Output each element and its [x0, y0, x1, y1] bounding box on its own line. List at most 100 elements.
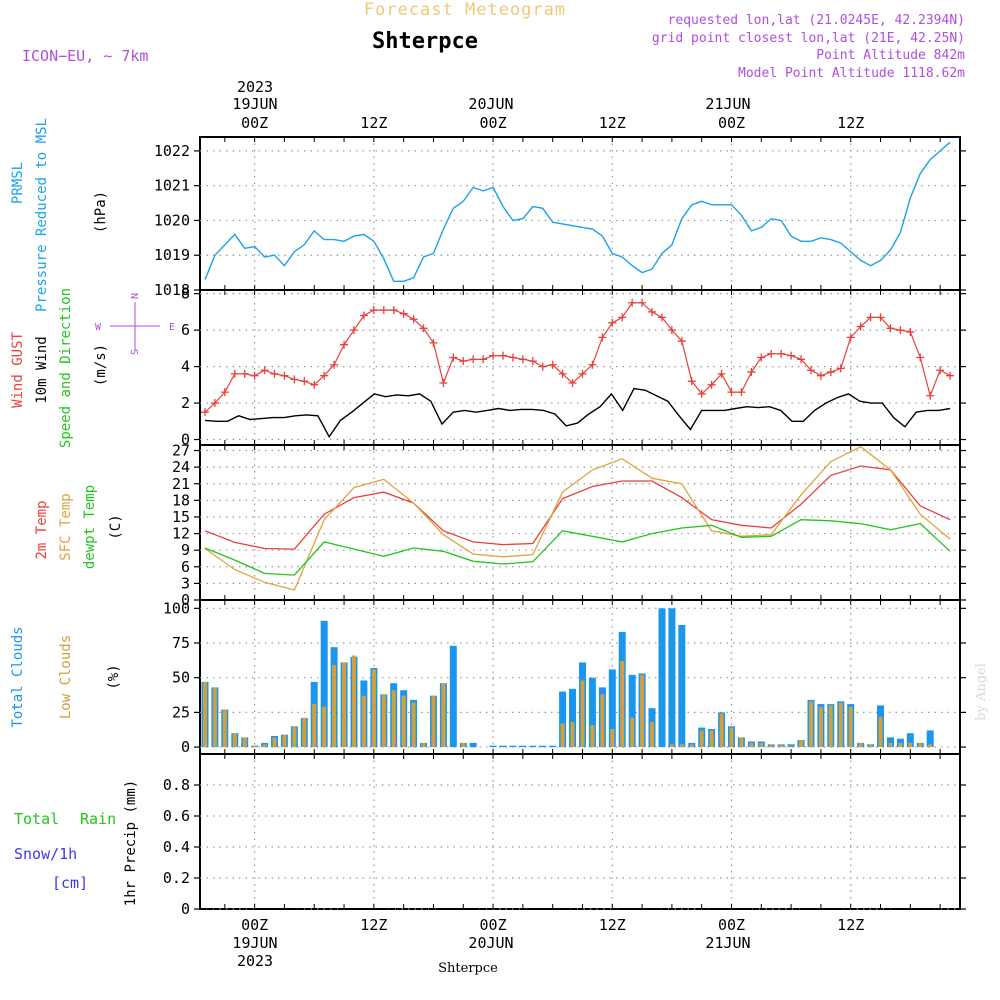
gust-marker: [558, 369, 567, 378]
y-tick-label: 18: [172, 491, 190, 509]
y-tick-label: 4: [181, 358, 190, 376]
total-cloud-bar: [449, 645, 457, 748]
low-cloud-bar: [878, 716, 883, 747]
top-hour-label: 00Z: [241, 114, 268, 132]
low-cloud-bar: [580, 680, 585, 748]
grid-point-coords: grid point closest lon,lat (21E, 42.25N): [652, 31, 965, 46]
total-cloud-bar: [658, 608, 666, 747]
y-tick-label: 1018: [154, 281, 190, 299]
total-cloud-bar: [509, 745, 517, 748]
y-tick-label: 100: [163, 599, 190, 617]
top-hour-ticks: 00Z 12Z 00Z 12Z 00Z 12Z: [241, 114, 864, 132]
y-tick-label: 0: [181, 431, 190, 449]
top-hour-label: 12Z: [837, 114, 864, 132]
gust-marker: [359, 311, 368, 320]
y-tick-label: 3: [181, 574, 190, 592]
low-cloud-bar: [590, 724, 595, 748]
gust-marker: [469, 355, 478, 364]
temp-sfc-label: SFC Temp: [58, 493, 74, 560]
gust-marker: [479, 355, 488, 364]
top-year: 2023: [237, 78, 273, 96]
top-hour-label: 12Z: [599, 114, 626, 132]
low-cloud-bar: [421, 742, 426, 748]
low-cloud-bar: [689, 744, 694, 748]
plot-area: 1018101910201021102202468036912151821242…: [154, 136, 966, 918]
bottom-day-1: 19JUN: [232, 934, 277, 952]
total-cloud-bar: [926, 730, 934, 747]
gust-marker: [717, 369, 726, 378]
compass-west: W: [95, 322, 102, 333]
y-tick-label: 24: [172, 458, 190, 476]
low-cloud-bar: [391, 690, 396, 748]
point-altitude: Point Altitude 842m: [816, 48, 965, 63]
low-cloud-bar: [858, 742, 863, 748]
bottom-hour-label: 12Z: [599, 916, 626, 934]
gust-marker: [747, 368, 756, 377]
low-cloud-bar: [630, 717, 635, 747]
low-cloud-bar: [361, 695, 366, 747]
wind-speed-line: [204, 387, 951, 439]
top-day-2: 20JUN: [468, 95, 513, 113]
panel-frame-5: [199, 753, 961, 910]
gust-marker: [806, 366, 815, 375]
pressure-label-1: PRMSL: [10, 162, 26, 204]
gust-marker: [906, 327, 915, 336]
snow-label: Snow/1h: [14, 845, 77, 863]
gust-marker: [369, 306, 378, 315]
low-cloud-bar: [620, 661, 625, 747]
gust-marker: [429, 338, 438, 347]
low-cloud-bar: [401, 695, 406, 747]
gust-marker: [657, 313, 666, 322]
gust-marker: [508, 353, 517, 362]
gust-marker: [628, 298, 637, 307]
total-cloud-bar: [896, 738, 904, 747]
gust-marker: [588, 360, 597, 369]
low-cloud-bar: [322, 706, 327, 747]
y-tick-label: 0: [181, 900, 190, 918]
t2m-line: [204, 465, 951, 550]
gust-marker: [330, 360, 339, 369]
temp-dew-label: dewpt Temp: [82, 485, 98, 569]
low-clouds-label: Low Clouds: [58, 635, 74, 719]
gust-marker: [280, 371, 289, 380]
gust-marker: [816, 371, 825, 380]
gust-marker: [787, 351, 796, 360]
total-cloud-bar: [569, 688, 576, 748]
low-cloud-bar: [769, 744, 774, 748]
low-cloud-bar: [371, 669, 376, 748]
y-tick-label: 1019: [154, 246, 190, 264]
low-cloud-bar: [212, 687, 217, 748]
top-day-3: 21JUN: [705, 95, 750, 113]
total-cloud-bar: [906, 733, 914, 748]
top-hour-label: 00Z: [718, 114, 745, 132]
gust-marker: [449, 353, 458, 362]
low-cloud-bar: [838, 702, 843, 748]
snow-unit-label: [cm]: [52, 874, 88, 892]
gust-marker: [707, 380, 716, 389]
low-cloud-bar: [272, 737, 277, 748]
total-cloud-bar: [678, 625, 686, 748]
gust-marker: [340, 340, 349, 349]
low-cloud-bar: [739, 737, 744, 748]
top-hour-label: 12Z: [360, 114, 387, 132]
panel-frame-1: [199, 136, 961, 291]
footer-location: Shterpce: [438, 961, 498, 976]
low-cloud-bar: [570, 722, 575, 748]
y-tick-label: 6: [181, 558, 190, 576]
gust-marker: [290, 375, 299, 384]
total-cloud-bar: [489, 745, 497, 748]
y-tick-label: 0.8: [163, 776, 190, 794]
temp-unit: (C): [108, 514, 124, 539]
low-cloud-bar: [868, 744, 873, 748]
bottom-hour-label: 12Z: [837, 916, 864, 934]
low-cloud-bar: [600, 694, 605, 747]
low-cloud-bar: [759, 742, 764, 748]
gust-marker: [399, 309, 408, 318]
gust-marker: [220, 388, 229, 397]
gust-marker: [926, 391, 935, 400]
y-tick-label: 75: [172, 634, 190, 652]
gust-marker: [409, 315, 418, 324]
total-cloud-bar: [469, 742, 477, 748]
bottom-day-2: 20JUN: [468, 934, 513, 952]
total-cloud-bar: [668, 608, 676, 747]
